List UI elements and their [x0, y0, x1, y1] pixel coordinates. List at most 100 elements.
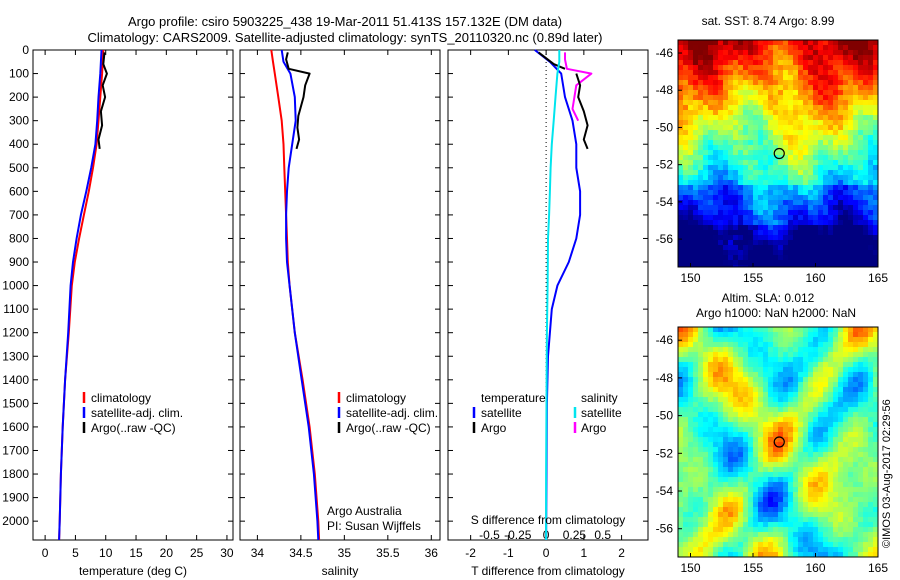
- heatmap-cell: [713, 260, 719, 266]
- heatmap-cell: [693, 215, 699, 221]
- heatmap-cell: [873, 462, 878, 468]
- heatmap-cell: [738, 327, 744, 333]
- heatmap-cell: [693, 75, 699, 81]
- heatmap-cell: [708, 60, 714, 66]
- heatmap-cell: [843, 215, 849, 221]
- heatmap-cell: [683, 215, 689, 221]
- heatmap-cell: [773, 145, 779, 151]
- heatmap-cell: [803, 55, 809, 61]
- heatmap-cell: [868, 367, 874, 373]
- heatmap-cell: [793, 377, 799, 383]
- heatmap-cell: [698, 452, 704, 458]
- heatmap-cell: [858, 190, 864, 196]
- heatmap-cell: [798, 362, 804, 368]
- heatmap-cell: [798, 332, 804, 338]
- heatmap-cell: [753, 402, 759, 408]
- heatmap-cell: [708, 517, 714, 523]
- heatmap-cell: [778, 532, 784, 538]
- heatmap-cell: [758, 397, 764, 403]
- heatmap-cell: [728, 347, 734, 353]
- heatmap-cell: [818, 150, 824, 156]
- heatmap-cell: [818, 417, 824, 423]
- heatmap-cell: [733, 467, 739, 473]
- heatmap-cell: [798, 115, 804, 121]
- heatmap-cell: [818, 447, 824, 453]
- heatmap-cell: [703, 180, 709, 186]
- heatmap-cell: [728, 382, 734, 388]
- heatmap-cell: [763, 170, 769, 176]
- heatmap-cell: [748, 85, 754, 91]
- heatmap-cell: [738, 332, 744, 338]
- heatmap-cell: [698, 200, 704, 206]
- heatmap-cell: [793, 522, 799, 528]
- heatmap-cell: [833, 382, 839, 388]
- heatmap-cell: [803, 377, 809, 383]
- heatmap-cell: [773, 125, 779, 131]
- heatmap-cell: [843, 417, 849, 423]
- heatmap-cell: [818, 342, 824, 348]
- heatmap-cell: [848, 150, 854, 156]
- heatmap-cell: [733, 372, 739, 378]
- heatmap-cell: [753, 377, 759, 383]
- heatmap-cell: [793, 532, 799, 538]
- heatmap-cell: [828, 522, 834, 528]
- heatmap-cell: [813, 512, 819, 518]
- heatmap-cell: [768, 140, 774, 146]
- heatmap-cell: [748, 120, 754, 126]
- heatmap-cell: [713, 190, 719, 196]
- heatmap-cell: [738, 457, 744, 463]
- heatmap-cell: [763, 537, 769, 543]
- heatmap-cell: [758, 462, 764, 468]
- heatmap-cell: [873, 427, 878, 433]
- heatmap-cell: [818, 65, 824, 71]
- heatmap-cell: [748, 150, 754, 156]
- heatmap-cell: [863, 125, 869, 131]
- heatmap-cell: [748, 90, 754, 96]
- heatmap-cell: [808, 522, 814, 528]
- heatmap-cell: [833, 522, 839, 528]
- heatmap-cell: [868, 100, 874, 106]
- heatmap-cell: [728, 40, 734, 46]
- heatmap-cell: [713, 502, 719, 508]
- heatmap-cell: [768, 235, 774, 241]
- heatmap-cell: [753, 110, 759, 116]
- heatmap-cell: [753, 105, 759, 111]
- heatmap-cell: [783, 512, 789, 518]
- heatmap-cell: [718, 482, 724, 488]
- heatmap-cell: [793, 170, 799, 176]
- heatmap-cell: [753, 125, 759, 131]
- heatmap-cell: [718, 502, 724, 508]
- heatmap-cell: [813, 195, 819, 201]
- heatmap-cell: [818, 175, 824, 181]
- heatmap-cell: [718, 532, 724, 538]
- heatmap-cell: [863, 422, 869, 428]
- heatmap-cell: [723, 467, 729, 473]
- heatmap-cell: [823, 502, 829, 508]
- heatmap-cell: [768, 75, 774, 81]
- heatmap-cell: [708, 502, 714, 508]
- heatmap-cell: [758, 542, 764, 548]
- heatmap-cell: [873, 512, 878, 518]
- heatmap-cell: [863, 120, 869, 126]
- heatmap-cell: [808, 392, 814, 398]
- heatmap-cell: [823, 145, 829, 151]
- heatmap-cell: [848, 492, 854, 498]
- heatmap-cell: [728, 85, 734, 91]
- heatmap-cell: [773, 60, 779, 66]
- heatmap-cell: [843, 497, 849, 503]
- heatmap-cell: [868, 517, 874, 523]
- heatmap-cell: [723, 180, 729, 186]
- heatmap-cell: [823, 337, 829, 343]
- heatmap-cell: [688, 195, 694, 201]
- heatmap-cell: [813, 502, 819, 508]
- heatmap-cell: [718, 452, 724, 458]
- heatmap-cell: [808, 357, 814, 363]
- y-tick-label: 900: [9, 255, 29, 269]
- heatmap-cell: [793, 215, 799, 221]
- heatmap-cell: [698, 90, 704, 96]
- temperature-series: [58, 49, 108, 541]
- heatmap-cell: [868, 397, 874, 403]
- heatmap-cell: [838, 165, 844, 171]
- heatmap-cell: [708, 512, 714, 518]
- heatmap-cell: [748, 377, 754, 383]
